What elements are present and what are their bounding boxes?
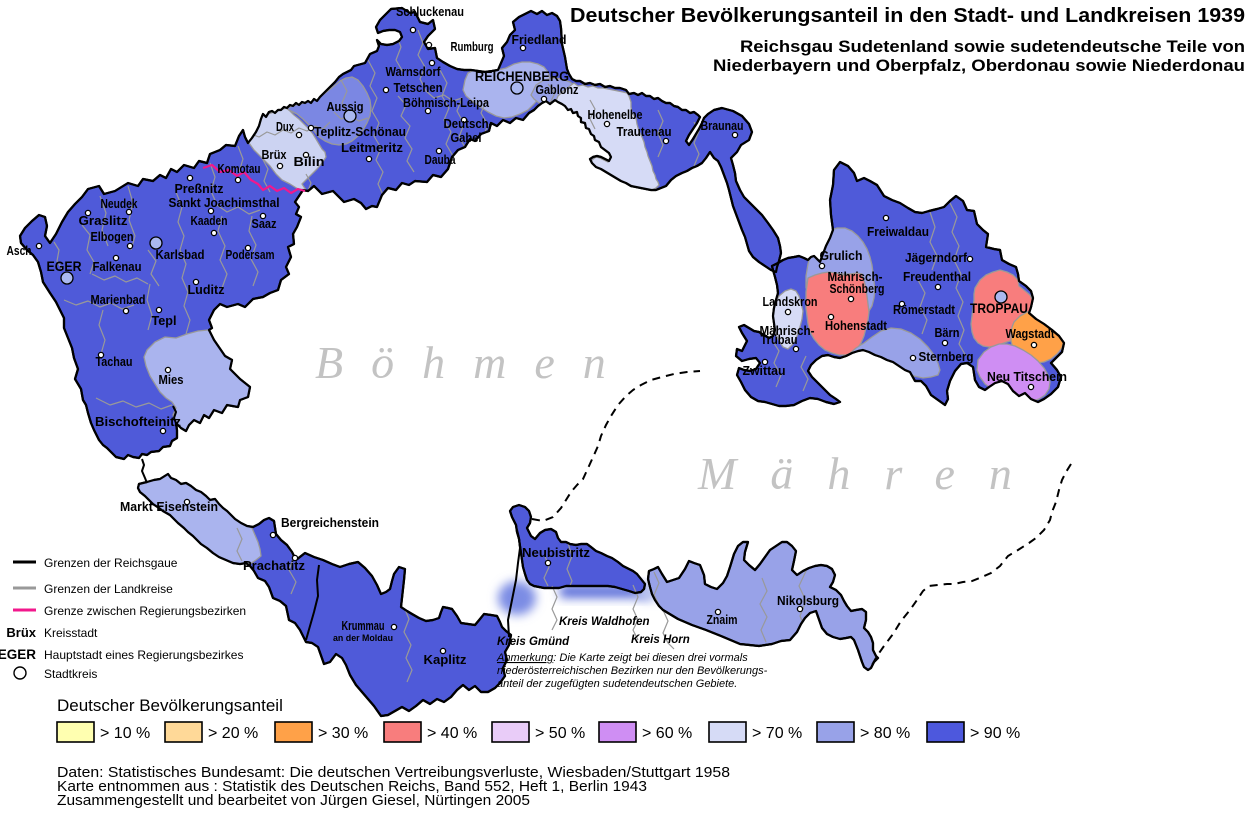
- svg-text:Deutscher Bevölkerungsanteil i: Deutscher Bevölkerungsanteil in den Stad…: [570, 5, 1245, 27]
- svg-text:Deutsch-: Deutsch-: [444, 116, 493, 131]
- svg-text:Bergreichenstein: Bergreichenstein: [281, 515, 379, 530]
- svg-text:Brüx: Brüx: [262, 147, 288, 162]
- svg-text:Leitmeritz: Leitmeritz: [341, 140, 403, 155]
- svg-text:Dux: Dux: [276, 119, 295, 134]
- svg-text:Hauptstadt eines Regierungsbez: Hauptstadt eines Regierungsbezirkes: [44, 648, 243, 662]
- svg-text:Böhmen: Böhmen: [315, 337, 634, 388]
- svg-text:Graslitz: Graslitz: [79, 213, 129, 228]
- svg-text:Neudek: Neudek: [101, 196, 139, 211]
- svg-text:Tachau: Tachau: [96, 354, 133, 369]
- svg-text:Komotau: Komotau: [218, 161, 261, 176]
- svg-text:Saaz: Saaz: [252, 216, 277, 231]
- svg-text:Schönberg: Schönberg: [830, 281, 885, 296]
- svg-text:Wagstadt: Wagstadt: [1006, 326, 1056, 341]
- svg-text:Mährisch-: Mährisch-: [828, 269, 883, 284]
- svg-text:Kaaden: Kaaden: [191, 213, 228, 228]
- svg-text:Mährisch-: Mährisch-: [760, 323, 815, 338]
- svg-text:Römerstadt: Römerstadt: [893, 302, 956, 317]
- svg-text:Kreisstadt: Kreisstadt: [44, 626, 98, 640]
- svg-text:Hohenstadt: Hohenstadt: [825, 318, 888, 333]
- svg-text:> 70 %: > 70 %: [752, 725, 802, 742]
- svg-text:Anmerkung: Die Karte zeigt bei: Anmerkung: Die Karte zeigt bei diesen dr…: [496, 652, 748, 664]
- svg-text:Landskron: Landskron: [763, 294, 818, 309]
- svg-text:Friedland: Friedland: [512, 32, 567, 47]
- svg-text:Mähren: Mähren: [697, 448, 1046, 499]
- svg-text:Reichsgau Sudetenland sowie su: Reichsgau Sudetenland sowie sudetendeuts…: [740, 37, 1245, 56]
- svg-text:Krummau: Krummau: [342, 618, 385, 633]
- svg-text:Gablonz: Gablonz: [536, 82, 579, 97]
- svg-text:Elbogen: Elbogen: [91, 229, 134, 244]
- svg-text:Kreis Waldhofen: Kreis Waldhofen: [559, 616, 650, 628]
- svg-text:Sternberg: Sternberg: [919, 349, 974, 364]
- svg-text:Preßnitz: Preßnitz: [175, 181, 224, 196]
- svg-text:anteil der zugefügten sudetend: anteil der zugefügten sudetendeutschen G…: [497, 678, 737, 690]
- svg-text:Znaim: Znaim: [707, 612, 738, 627]
- svg-text:Markt Eisenstein: Markt Eisenstein: [120, 499, 218, 514]
- svg-text:Bilin: Bilin: [294, 154, 325, 169]
- svg-text:Daten: Statistisches Bundesamt: Daten: Statistisches Bundesamt: Die deut…: [57, 765, 730, 781]
- svg-text:Stadtkreis: Stadtkreis: [44, 667, 97, 681]
- svg-text:an der Moldau: an der Moldau: [333, 633, 393, 643]
- svg-text:Bärn: Bärn: [935, 325, 960, 340]
- svg-text:Brüx: Brüx: [6, 625, 36, 640]
- svg-text:Grulich: Grulich: [820, 248, 863, 263]
- svg-text:> 60 %: > 60 %: [642, 725, 692, 742]
- svg-text:Kreis Horn: Kreis Horn: [631, 634, 690, 646]
- svg-text:Warnsdorf: Warnsdorf: [386, 64, 442, 79]
- svg-text:Kreis Gmünd: Kreis Gmünd: [497, 636, 570, 648]
- svg-text:Sankt Joachimsthal: Sankt Joachimsthal: [169, 195, 280, 210]
- svg-text:Rumburg: Rumburg: [451, 39, 494, 54]
- svg-text:Neubistritz: Neubistritz: [522, 545, 591, 560]
- svg-text:Podersam: Podersam: [226, 247, 275, 262]
- svg-text:Asch: Asch: [7, 243, 32, 258]
- svg-text:Kaplitz: Kaplitz: [424, 652, 467, 667]
- svg-text:TROPPAU: TROPPAU: [970, 301, 1028, 316]
- svg-text:> 90 %: > 90 %: [970, 725, 1020, 742]
- svg-text:Marienbad: Marienbad: [91, 292, 146, 307]
- svg-text:Böhmisch-Leipa: Böhmisch-Leipa: [403, 95, 490, 110]
- svg-text:> 30 %: > 30 %: [318, 725, 368, 742]
- svg-text:Deutscher Bevölkerungsanteil: Deutscher Bevölkerungsanteil: [57, 696, 283, 715]
- svg-text:Gabel: Gabel: [451, 130, 482, 145]
- svg-text:Trautenau: Trautenau: [617, 124, 672, 139]
- svg-text:Zwittau: Zwittau: [743, 363, 786, 378]
- svg-text:Jägerndorf: Jägerndorf: [905, 250, 968, 265]
- svg-text:Hohenelbe: Hohenelbe: [588, 107, 643, 122]
- svg-text:Niederbayern und Oberpfalz, Ob: Niederbayern und Oberpfalz, Oberdonau so…: [713, 56, 1245, 75]
- svg-text:Nikolsburg: Nikolsburg: [777, 593, 839, 608]
- svg-text:Karlsbad: Karlsbad: [156, 247, 205, 262]
- svg-text:Trübau: Trübau: [761, 332, 798, 347]
- svg-text:> 50 %: > 50 %: [535, 725, 585, 742]
- svg-text:EGER: EGER: [0, 647, 36, 662]
- svg-text:Grenzen der Landkreise: Grenzen der Landkreise: [44, 582, 173, 596]
- svg-text:REICHENBERG: REICHENBERG: [475, 69, 569, 84]
- svg-text:Falkenau: Falkenau: [93, 259, 142, 274]
- svg-text:Teplitz-Schönau: Teplitz-Schönau: [314, 124, 406, 139]
- svg-text:niederösterreichischen Bezirke: niederösterreichischen Bezirken nur den …: [497, 665, 768, 677]
- svg-text:Dauba: Dauba: [425, 152, 457, 167]
- svg-text:EGER: EGER: [47, 259, 82, 274]
- svg-text:Grenze zwischen Regierungsbezi: Grenze zwischen Regierungsbezirken: [44, 604, 246, 618]
- svg-text:Luditz: Luditz: [188, 282, 225, 297]
- svg-text:> 40 %: > 40 %: [427, 725, 477, 742]
- svg-text:Aussig: Aussig: [327, 99, 364, 114]
- svg-text:Bischofteinitz: Bischofteinitz: [95, 414, 181, 429]
- svg-text:Schluckenau: Schluckenau: [396, 4, 464, 19]
- svg-text:Zusammengestellt und bearbeite: Zusammengestellt und bearbeitet von Jürg…: [57, 793, 530, 809]
- svg-text:Neu Titschein: Neu Titschein: [987, 369, 1067, 384]
- svg-text:> 10 %: > 10 %: [100, 725, 150, 742]
- svg-text:Braunau: Braunau: [701, 118, 744, 133]
- svg-text:Tepl: Tepl: [152, 313, 177, 328]
- svg-text:Freudenthal: Freudenthal: [903, 269, 971, 284]
- svg-text:> 80 %: > 80 %: [860, 725, 910, 742]
- svg-text:Mies: Mies: [159, 372, 184, 387]
- svg-text:Karte entnommen aus : Statisti: Karte entnommen aus : Statistik des Deut…: [57, 779, 647, 795]
- svg-text:Freiwaldau: Freiwaldau: [867, 224, 929, 239]
- svg-text:Tetschen: Tetschen: [394, 80, 443, 95]
- svg-text:> 20 %: > 20 %: [208, 725, 258, 742]
- svg-text:Grenzen der Reichsgaue: Grenzen der Reichsgaue: [44, 556, 178, 570]
- svg-text:Prachatitz: Prachatitz: [243, 558, 305, 573]
